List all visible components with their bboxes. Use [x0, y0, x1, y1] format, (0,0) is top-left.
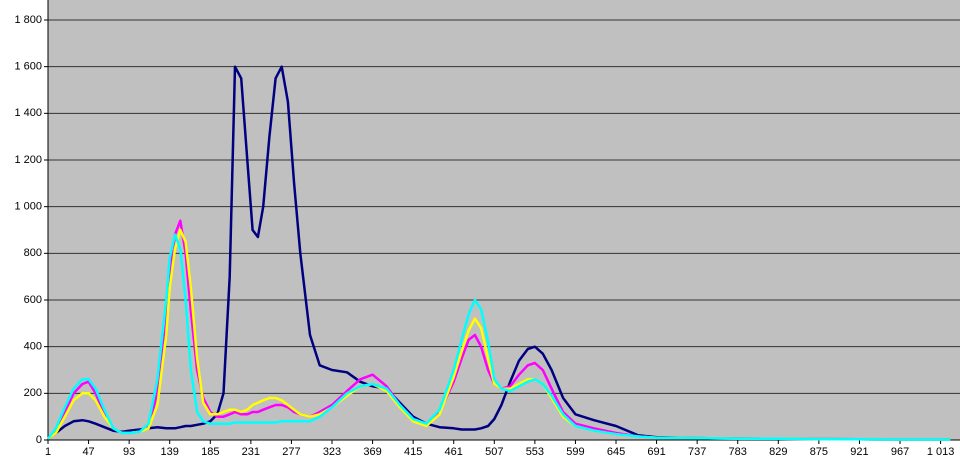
y-tick-label: 1 600 [14, 61, 42, 73]
x-tick-label: 645 [607, 446, 625, 458]
x-tick-label: 829 [769, 446, 787, 458]
x-tick-label: 737 [688, 446, 706, 458]
x-tick-label: 507 [485, 446, 503, 458]
x-tick-label: 921 [850, 446, 868, 458]
x-tick-label: 277 [282, 446, 300, 458]
y-tick-label: 800 [24, 247, 42, 259]
x-tick-label: 553 [526, 446, 544, 458]
y-tick-label: 1 400 [14, 107, 42, 119]
data-line [47, 233, 951, 441]
data-line [47, 65, 951, 441]
x-tick-label: 599 [566, 446, 584, 458]
x-tick-label: 875 [810, 446, 828, 458]
y-tick-label: 0 [36, 434, 42, 446]
x-tick-label: 1 013 [927, 446, 955, 458]
x-tick-label: 323 [323, 446, 341, 458]
y-tick-label: 1 800 [14, 14, 42, 26]
y-tick-label: 200 [24, 387, 42, 399]
x-tick-label: 231 [242, 446, 260, 458]
y-tick-label: 400 [24, 341, 42, 353]
x-tick-label: 967 [891, 446, 909, 458]
x-tick-label: 691 [647, 446, 665, 458]
plot-area [48, 0, 960, 440]
x-tick-label: 139 [161, 446, 179, 458]
x-tick-label: 93 [123, 446, 135, 458]
x-tick-label: 1 [45, 446, 51, 458]
x-tick-label: 415 [404, 446, 422, 458]
x-tick-label: 47 [82, 446, 94, 458]
x-tick-label: 185 [201, 446, 219, 458]
y-tick-label: 600 [24, 294, 42, 306]
x-tick-label: 461 [445, 446, 463, 458]
y-tick-label: 1 200 [14, 154, 42, 166]
x-tick-label: 369 [363, 446, 381, 458]
y-tick-label: 1 000 [14, 201, 42, 213]
x-tick-label: 783 [729, 446, 747, 458]
